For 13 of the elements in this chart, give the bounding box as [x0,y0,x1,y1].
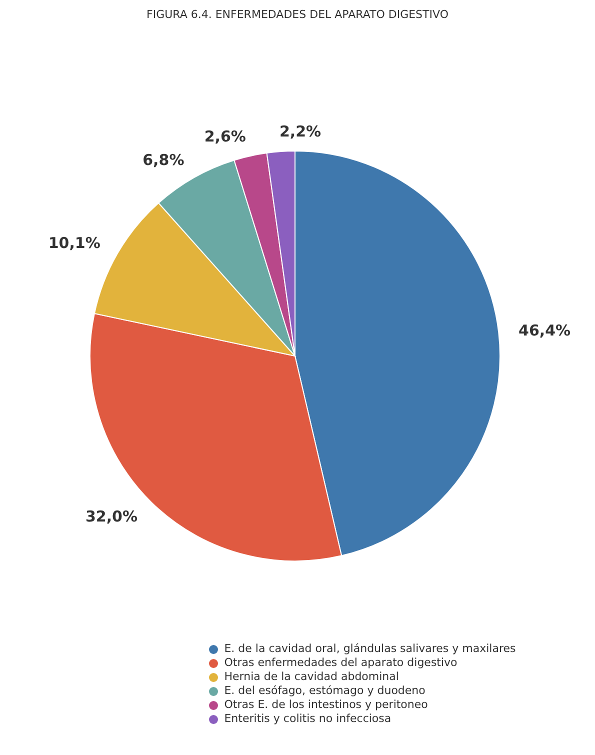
chart-title: FIGURA 6.4. ENFERMEDADES DEL APARATO DIGESTIVO [146,8,450,21]
data-label: 2,2% [279,122,322,141]
legend-label: Hernia de la cavidad abdominal [224,670,399,684]
data-label: 6,8% [142,151,184,170]
data-label: 2,6% [204,127,246,146]
legend-label: E. del esófago, estómago y duodeno [224,684,426,698]
legend-label: E. de la cavidad oral, glándulas salivares y maxilares [224,642,516,656]
data-label: 32,0% [85,508,138,526]
legend-label: Otras enfermedades del aparato digestivo [224,656,458,670]
legend-label: Otras E. de los intestinos y peritoneo [224,698,428,712]
legend-label: Enteritis y colitis no infecciosa [224,712,392,726]
data-label: 10,1% [48,234,100,252]
data-label: 46,4% [518,321,571,340]
